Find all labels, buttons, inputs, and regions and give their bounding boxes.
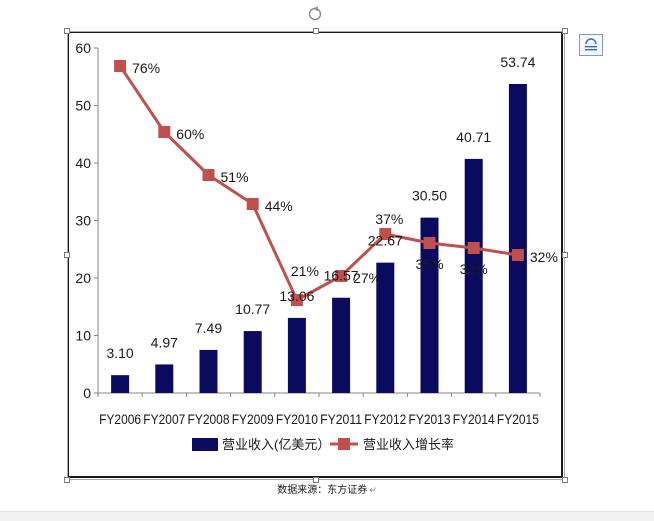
bar-value-label: 10.77: [235, 301, 270, 317]
resize-handle-bottom-left[interactable]: [64, 477, 70, 483]
bar-value-label: 53.74: [500, 54, 535, 70]
x-tick-label: FY2008: [188, 411, 230, 427]
growth-rate-label: 51%: [221, 169, 249, 185]
growth-rate-marker: [335, 270, 348, 282]
growth-rate-label: 37%: [375, 211, 403, 227]
legend-marker-growth: [338, 438, 350, 450]
y-tick-label: 20: [75, 270, 91, 286]
growth-rate-label: 44%: [265, 198, 293, 214]
x-tick-label: FY2015: [497, 411, 539, 427]
legend-swatch-revenue: [192, 438, 218, 451]
growth-rate-marker: [511, 249, 524, 261]
resize-handle-top-right[interactable]: [562, 28, 568, 34]
bar-FY2010: [287, 317, 306, 393]
growth-rate-marker: [158, 126, 171, 138]
resize-handle-right[interactable]: [562, 252, 568, 258]
y-tick-label: 60: [75, 40, 91, 56]
y-tick-label: 50: [75, 98, 91, 114]
growth-rate-marker: [379, 228, 392, 240]
x-tick-label: FY2009: [232, 411, 274, 427]
bar-value-label: 13.06: [279, 288, 314, 304]
bar-value-label: 4.97: [151, 334, 178, 350]
x-tick-label: FY2006: [99, 411, 141, 427]
resize-handle-top-left[interactable]: [64, 28, 70, 34]
paragraph-mark: ↵: [369, 485, 377, 495]
bar-value-label: 7.49: [195, 320, 222, 336]
bar-FY2008: [199, 349, 218, 393]
y-tick-label: 30: [75, 213, 91, 229]
growth-rate-label: 35%: [416, 256, 444, 272]
growth-rate-label: 33%: [460, 261, 488, 277]
bar-FY2007: [155, 364, 174, 393]
growth-rate-label: 60%: [176, 126, 204, 142]
growth-rate-marker: [202, 169, 215, 181]
bar-FY2012: [376, 262, 395, 393]
y-tick-label: 10: [75, 328, 91, 344]
y-tick-label: 40: [75, 155, 91, 171]
x-tick-label: FY2010: [276, 411, 318, 427]
growth-rate-marker: [423, 237, 436, 249]
page-bottom-strip: [0, 511, 654, 521]
bar-value-label: 30.50: [412, 188, 447, 204]
growth-rate-marker: [290, 294, 303, 306]
resize-handle-top[interactable]: [313, 28, 319, 34]
growth-rate-label: 32%: [530, 249, 558, 265]
growth-rate-line: [118, 65, 519, 302]
rotate-handle-icon[interactable]: [307, 6, 323, 22]
bar-value-label: 3.10: [106, 345, 133, 361]
legend-label-revenue: 营业收入(亿美元）: [222, 437, 330, 452]
x-tick-label: FY2007: [143, 411, 185, 427]
growth-rate-marker: [114, 60, 127, 72]
x-tick-label: FY2014: [453, 411, 495, 427]
x-tick-label: FY2013: [409, 411, 451, 427]
growth-rate-label: 27%: [353, 270, 381, 286]
resize-handle-bottom-right[interactable]: [562, 477, 568, 483]
bar-FY2006: [111, 375, 130, 393]
x-tick-label: FY2011: [320, 411, 362, 427]
growth-rate-label: 21%: [291, 263, 319, 279]
resize-handle-bottom[interactable]: [313, 477, 319, 483]
bar-value-label: 22.67: [368, 233, 403, 249]
bar-FY2009: [243, 331, 262, 393]
layout-options-icon[interactable]: [579, 34, 603, 56]
growth-rate-marker: [467, 242, 480, 254]
bar-FY2015: [508, 83, 527, 394]
bar-value-label: 16.57: [324, 268, 359, 284]
source-note-text: 数据来源：东方证券: [277, 485, 368, 496]
y-tick-label: 0: [83, 385, 91, 401]
resize-handle-left[interactable]: [64, 252, 70, 258]
growth-rate-label: 76%: [132, 60, 160, 76]
source-note: 数据来源：东方证券 ↵: [0, 481, 654, 496]
bar-FY2011: [332, 297, 351, 393]
bar-value-label: 40.71: [456, 129, 491, 145]
bar-FY2014: [464, 158, 483, 393]
x-tick-label: FY2012: [364, 411, 406, 427]
legend-label-growth: 营业收入增长率: [363, 437, 454, 452]
growth-rate-marker: [246, 198, 259, 210]
bar-FY2013: [420, 217, 439, 393]
